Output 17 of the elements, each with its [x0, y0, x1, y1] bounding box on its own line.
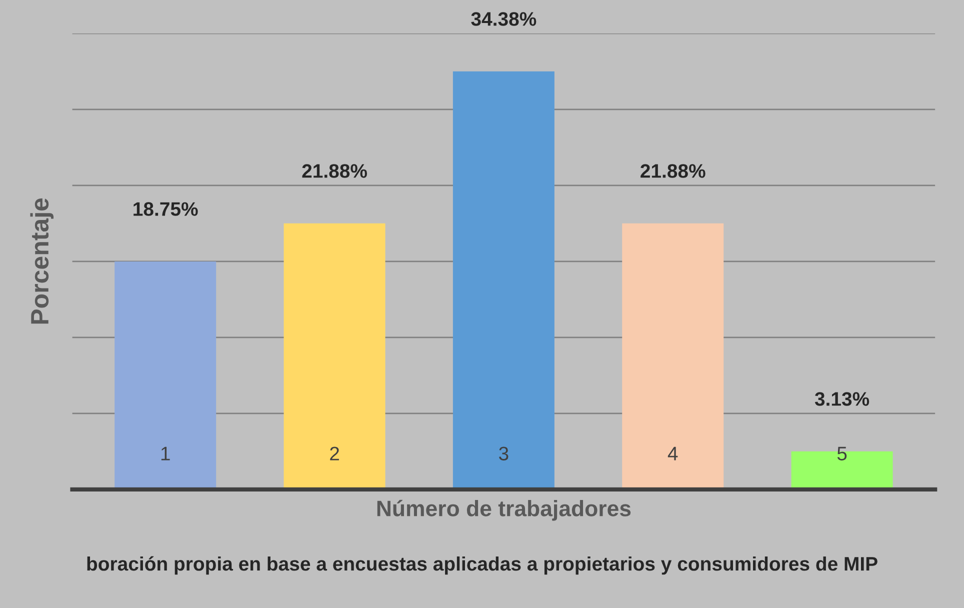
text: boración propia en base a encuestas aplicadas a propietarios y consumidores de MIP — [87, 556, 878, 575]
data-label: 18.75% — [134, 202, 198, 216]
data-label: 21.88% — [302, 164, 367, 178]
x-tick-label: 3 — [499, 446, 508, 460]
data-label: 34.38% — [471, 12, 536, 26]
y-axis-title: Porcentaje — [30, 198, 54, 324]
bar — [452, 71, 554, 490]
bar — [114, 261, 216, 490]
x-tick-label: 4 — [668, 446, 678, 460]
x-axis-title: Número de trabajadores — [377, 500, 631, 521]
data-label: 3.13% — [814, 392, 870, 406]
x-tick-label: 2 — [330, 446, 339, 460]
bar — [622, 223, 724, 490]
data-label: 21.88% — [640, 164, 706, 178]
bar — [284, 223, 386, 490]
x-tick-label: 5 — [837, 446, 847, 460]
x-tick-label: 1 — [161, 446, 170, 460]
